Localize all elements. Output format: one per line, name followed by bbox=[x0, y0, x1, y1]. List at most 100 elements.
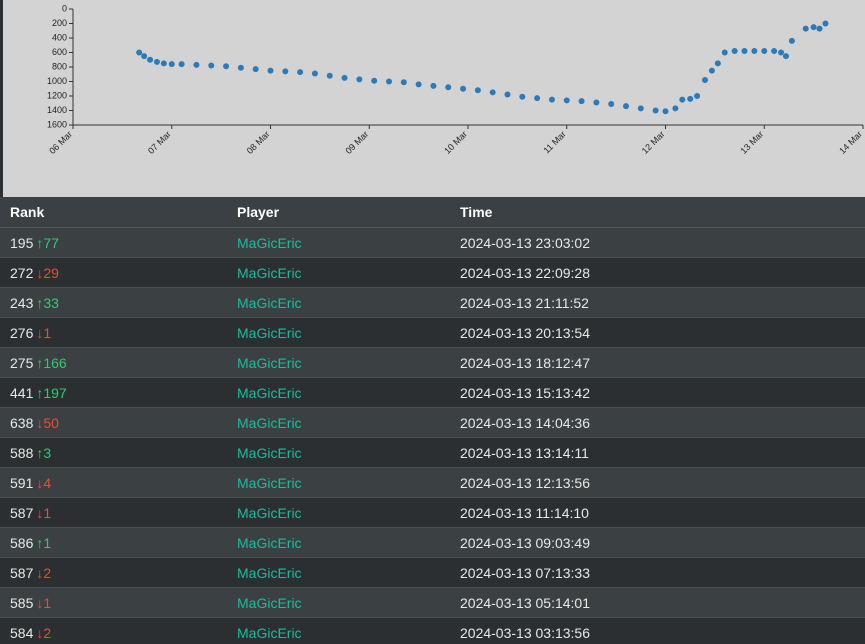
x-tick-label: 14 Mar bbox=[837, 129, 864, 156]
data-point bbox=[714, 60, 721, 67]
data-point bbox=[751, 48, 758, 55]
table-body: 195 ↑77 MaGicEric 2024-03-13 23:03:02 272 ↓29… bbox=[0, 227, 865, 644]
time-cell: 2024-03-13 12:13:56 bbox=[460, 467, 865, 498]
data-point bbox=[474, 87, 481, 94]
data-point bbox=[208, 62, 215, 69]
x-tick-label: 12 Mar bbox=[640, 129, 667, 156]
rank-cell: 587 ↓1 bbox=[0, 497, 237, 528]
rank: 243 bbox=[10, 294, 34, 311]
rank: 587 bbox=[10, 504, 34, 521]
player-cell: MaGicEric bbox=[237, 227, 460, 258]
data-point bbox=[430, 82, 437, 89]
header-cell: Time bbox=[460, 197, 865, 228]
rank: 638 bbox=[10, 414, 34, 431]
data-point bbox=[415, 81, 422, 88]
data-point bbox=[341, 74, 348, 81]
y-tick-label: 0 bbox=[62, 3, 67, 13]
player-cell: MaGicEric bbox=[237, 497, 460, 528]
data-point bbox=[356, 76, 363, 83]
data-point bbox=[136, 49, 143, 56]
rank: 195 bbox=[10, 234, 34, 251]
rank-change: ↓1 bbox=[36, 324, 52, 341]
time-cell: 2024-03-13 14:04:36 bbox=[460, 407, 865, 438]
data-point bbox=[593, 99, 600, 106]
time-cell: 2024-03-13 03:13:56 bbox=[460, 617, 865, 644]
data-point bbox=[802, 25, 809, 32]
time-cell: 2024-03-13 21:11:52 bbox=[460, 287, 865, 318]
time-cell: 2024-03-13 15:13:42 bbox=[460, 377, 865, 408]
data-point bbox=[386, 78, 392, 85]
rank-change: ↓1 bbox=[36, 594, 52, 611]
data-point bbox=[702, 77, 708, 84]
table-row: 591 ↓4 MaGicEric 2024-03-13 12:13:56 bbox=[0, 467, 865, 498]
data-point bbox=[608, 100, 615, 107]
table-row: 584 ↓2 MaGicEric 2024-03-13 03:13:56 bbox=[0, 617, 865, 644]
player-cell: MaGicEric bbox=[237, 617, 460, 644]
time-cell: 2024-03-13 22:09:28 bbox=[460, 257, 865, 288]
data-point bbox=[771, 48, 778, 55]
rank-change: ↑77 bbox=[36, 234, 59, 251]
rank-cell: 276 ↓1 bbox=[0, 317, 237, 348]
data-point bbox=[816, 25, 823, 32]
rank: 272 bbox=[10, 264, 34, 281]
data-point bbox=[193, 61, 200, 68]
data-point bbox=[267, 67, 274, 74]
x-tick-label: 13 Mar bbox=[738, 129, 765, 156]
rank-change: ↑166 bbox=[36, 354, 67, 371]
data-point bbox=[153, 58, 160, 65]
data-point bbox=[282, 68, 289, 75]
data-point bbox=[788, 37, 795, 44]
player-cell: MaGicEric bbox=[237, 347, 460, 378]
table-row: 587 ↓1 MaGicEric 2024-03-13 11:14:10 bbox=[0, 497, 865, 528]
table-row: 585 ↓1 MaGicEric 2024-03-13 05:14:01 bbox=[0, 587, 865, 618]
rank-cell: 638 ↓50 bbox=[0, 407, 237, 438]
table-row: 276 ↓1 MaGicEric 2024-03-13 20:13:54 bbox=[0, 317, 865, 348]
data-point bbox=[178, 61, 185, 68]
player-cell: MaGicEric bbox=[237, 317, 460, 348]
data-point bbox=[623, 103, 629, 110]
y-tick-label: 1200 bbox=[47, 90, 67, 100]
rank-cell: 586 ↑1 bbox=[0, 527, 237, 558]
data-point bbox=[445, 84, 452, 91]
player-cell: MaGicEric bbox=[237, 377, 460, 408]
data-point bbox=[563, 97, 570, 104]
data-point bbox=[687, 95, 694, 102]
x-tick-label: 11 Mar bbox=[541, 129, 567, 155]
data-point bbox=[548, 96, 555, 103]
time-cell: 2024-03-13 11:14:10 bbox=[460, 497, 865, 528]
rank-change: ↓50 bbox=[36, 414, 59, 431]
data-point bbox=[160, 60, 167, 67]
y-tick-label: 200 bbox=[52, 18, 67, 28]
rank-change: ↓4 bbox=[36, 474, 52, 491]
rank-cell: 243 ↑33 bbox=[0, 287, 237, 318]
player-cell: MaGicEric bbox=[237, 407, 460, 438]
player-cell: MaGicEric bbox=[237, 587, 460, 618]
rank: 441 bbox=[10, 384, 34, 401]
player-cell: MaGicEric bbox=[237, 257, 460, 288]
data-point bbox=[237, 64, 244, 71]
rank: 587 bbox=[10, 564, 34, 581]
data-point bbox=[141, 53, 148, 60]
data-point bbox=[652, 107, 659, 114]
data-point bbox=[326, 72, 333, 79]
time-cell: 2024-03-13 09:03:49 bbox=[460, 527, 865, 558]
player-cell: MaGicEric bbox=[237, 557, 460, 588]
time-cell: 2024-03-13 13:14:11 bbox=[460, 437, 865, 468]
table-row: 243 ↑33 MaGicEric 2024-03-13 21:11:52 bbox=[0, 287, 865, 318]
y-tick-label: 400 bbox=[52, 32, 67, 42]
data-point bbox=[662, 108, 669, 115]
player-cell: MaGicEric bbox=[237, 287, 460, 318]
table-row: 441 ↑197 MaGicEric 2024-03-13 15:13:42 bbox=[0, 377, 865, 408]
rank-cell: 441 ↑197 bbox=[0, 377, 237, 408]
rank-change: ↓29 bbox=[36, 264, 59, 281]
data-point bbox=[679, 96, 686, 103]
data-point bbox=[731, 48, 738, 55]
rank: 585 bbox=[10, 594, 34, 611]
data-point bbox=[460, 85, 467, 92]
x-tick-label: 07 Mar bbox=[146, 129, 173, 156]
rank-change: ↓1 bbox=[36, 504, 52, 521]
data-point bbox=[578, 98, 585, 105]
table-row: 588 ↑3 MaGicEric 2024-03-13 13:14:11 bbox=[0, 437, 865, 468]
